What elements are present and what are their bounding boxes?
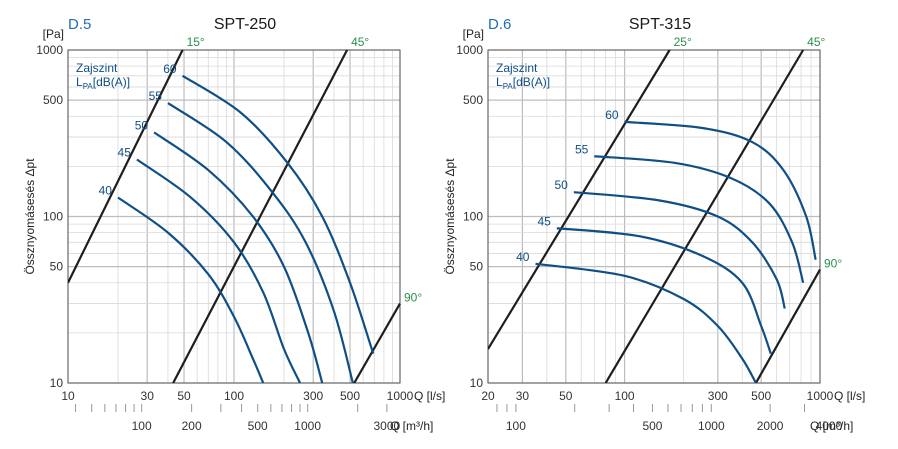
curve-label: 55 [149,89,163,103]
noise-curve-40 [535,262,757,383]
noise-legend-title: Zajszint [496,61,538,75]
x-tick-label: 30 [141,389,155,403]
x-tick-label: 10 [61,389,75,403]
x-tick-label: 50 [559,389,573,403]
noise-legend-rest: [dB(A)] [513,75,550,89]
x-axis-label: Q [l/s] [414,389,445,403]
noise-legend-title: Zajszint [76,61,118,75]
noise-curve-50 [153,131,324,383]
curve-label: 40 [99,184,113,198]
curve-label: 50 [135,118,149,132]
y-tick-label: 50 [470,260,484,274]
angle-label: 90° [404,291,422,305]
x2-tick-label: 100 [506,419,526,433]
x-tick-label: 500 [340,389,360,403]
noise-legend-unit: LPA[dB(A)] [496,75,550,91]
angle-label: 25° [674,35,692,49]
angle-line-45° [604,49,805,383]
noise-legend-sub: PA [503,82,514,91]
angle-lines [68,49,401,383]
y-axis-label: Össznyomásesés Δpt [443,158,457,275]
y-unit-label: [Pa] [43,27,64,41]
noise-curve-50 [573,191,786,309]
noise-curve-60 [624,120,817,260]
x-tick-label: 30 [516,389,530,403]
x-tick-label: 100 [615,389,635,403]
y-tick-label: 1000 [36,43,63,57]
x2-tick-label: 500 [248,419,268,433]
chart-title: SPT-250 [214,16,276,33]
curve-label: 60 [163,62,177,76]
x2-axis-label: Q [m³/h] [810,419,853,433]
x-tick-label: 300 [708,389,728,403]
noise-curve-45 [556,227,772,355]
x2-tick-label: 1000 [698,419,725,433]
plot-frame [67,49,401,384]
noise-legend-rest: [dB(A)] [93,75,130,89]
x2-tick-label: 200 [182,419,202,433]
chart-code: D.5 [68,16,91,33]
grid [67,49,401,384]
angle-line-90° [353,303,401,383]
angle-label: 15° [187,35,205,49]
y-axis-label: Össznyomásesés Δpt [23,158,37,275]
angle-label: 45° [351,35,369,49]
angle-line-25° [488,49,671,350]
angle-label: 90° [824,257,842,271]
plot-frame [487,49,821,384]
x2-tick-label: 4000 [816,419,843,433]
x2-tick-label: 100 [132,419,152,433]
noise-legend-sub: PA [83,82,94,91]
noise-curve-55 [167,102,354,383]
chart-title: SPT-315 [629,16,691,33]
x2-tick-label: 500 [642,419,662,433]
angle-lines [488,49,821,383]
x-tick-label: 1000 [387,389,414,403]
noise-curve-45 [136,158,302,383]
y-tick-label: 100 [43,210,63,224]
noise-curves [535,120,817,383]
noise-legend-unit: LPA[dB(A)] [76,75,130,91]
x-axis-label: Q [l/s] [834,389,865,403]
angle-label: 45° [807,35,825,49]
curve-label: 45 [537,214,551,228]
y-tick-label: 10 [50,376,64,390]
angle-line-15° [68,49,184,284]
x-tick-label: 50 [177,389,191,403]
chart-panel-D.5: 10 50 100 500 1000 [Pa] Össznyomásesés Δpt 10 30… [23,16,445,433]
curve-label: 45 [118,145,132,159]
noise-curves [117,74,375,383]
x-tick-label: 500 [751,389,771,403]
y-tick-label: 10 [470,376,484,390]
angle-line-45° [172,49,349,383]
x-tick-label: 100 [224,389,244,403]
noise-curve-40 [117,196,265,383]
x2-tick-label: 2000 [757,419,784,433]
y-tick-label: 50 [50,260,64,274]
y-tick-label: 500 [463,93,483,107]
x-tick-label: 20 [481,389,495,403]
noise-legend-L: L [76,75,83,89]
noise-curve-60 [181,74,375,355]
x2-tick-label: 3000 [374,419,401,433]
x2-axis-label: Q [m³/h] [390,419,433,433]
angle-line-90° [754,269,821,383]
curve-label: 50 [554,178,568,192]
y-tick-label: 1000 [456,43,483,57]
y-tick-label: 500 [43,93,63,107]
chart-code: D.6 [488,16,511,33]
y-tick-label: 100 [463,210,483,224]
noise-legend-L: L [496,75,503,89]
x2-tick-label: 1000 [294,419,321,433]
x-tick-label: 1000 [807,389,834,403]
curve-label: 55 [575,142,589,156]
curve-label: 40 [516,250,530,264]
curve-label: 60 [605,108,619,122]
noise-curve-55 [594,155,805,284]
x-tick-label: 300 [303,389,323,403]
chart-panel-D.6: 10 50 100 500 1000 [Pa] Össznyomásesés Δpt 20 30… [443,16,865,433]
y-unit-label: [Pa] [463,27,484,41]
